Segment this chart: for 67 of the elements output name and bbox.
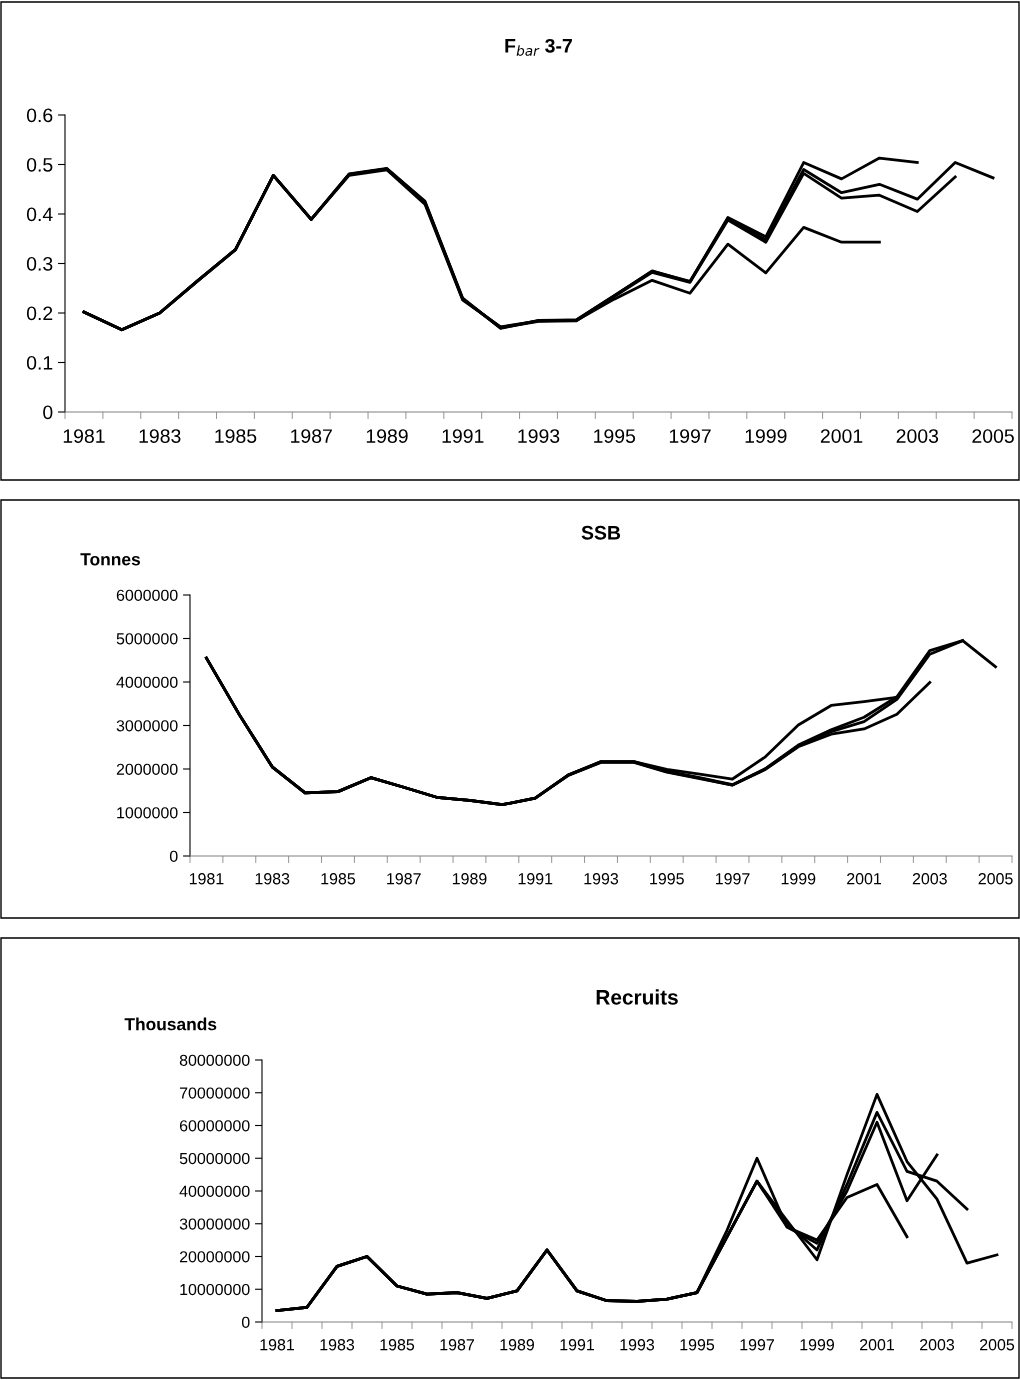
y-tick-label: 6000000 (116, 589, 178, 601)
x-tick-label: 1989 (366, 429, 408, 443)
y-tick-label: 5000000 (116, 633, 178, 645)
y-tick-label: 1000000 (117, 807, 178, 819)
x-tick-label: 1993 (620, 1339, 655, 1351)
y-tick-label: 80000000 (179, 1054, 250, 1066)
y-axis-title: Tonnes (80, 553, 140, 566)
y-tick-label: 0 (241, 1316, 250, 1328)
x-tick-label: 1995 (594, 429, 636, 443)
x-tick-label: 2001 (847, 873, 882, 885)
x-tick-label: 1997 (740, 1339, 774, 1351)
chart-title: Recruits (596, 989, 678, 1005)
x-tick-label: 2001 (860, 1339, 894, 1351)
x-tick-label: 1987 (291, 429, 332, 443)
x-tick-label: 1985 (321, 873, 356, 885)
y-tick-label: 60000000 (179, 1120, 250, 1132)
x-tick-label: 1981 (63, 429, 105, 443)
x-tick-label: 1993 (518, 429, 560, 443)
x-tick-label: 1985 (215, 429, 257, 443)
x-tick-label: 2001 (820, 429, 863, 443)
y-tick-label: 0.5 (26, 157, 53, 172)
x-tick-label: 1991 (518, 873, 553, 885)
y-tick-label: 0.1 (26, 355, 53, 370)
x-tick-label: 1983 (255, 873, 290, 885)
x-tick-label: 2005 (980, 1339, 1015, 1351)
x-tick-label: 1993 (584, 873, 619, 885)
x-tick-label: 1991 (442, 429, 484, 443)
y-tick-label: 3000000 (116, 720, 178, 732)
y-tick-label: 0.2 (26, 306, 53, 321)
y-axis-title: Thousands (124, 1017, 217, 1031)
y-tick-label: 0.4 (26, 207, 53, 222)
y-tick-label: 70000000 (179, 1087, 250, 1099)
y-tick-label: 50000000 (179, 1152, 250, 1165)
chart-title: SSB (581, 525, 621, 540)
x-tick-label: 1989 (452, 873, 487, 885)
x-tick-label: 1999 (800, 1339, 835, 1351)
y-tick-label: 0 (43, 405, 53, 420)
x-tick-label: 2003 (920, 1339, 955, 1351)
x-tick-label: 1999 (745, 429, 787, 443)
x-tick-label: 1997 (715, 873, 750, 885)
x-tick-label: 1991 (560, 1339, 594, 1351)
x-tick-label: 1987 (440, 1339, 474, 1351)
x-tick-label: 2003 (896, 429, 939, 443)
x-tick-label: 1999 (781, 873, 816, 885)
x-tick-label: 1981 (260, 1339, 294, 1351)
y-tick-label: 0 (169, 850, 178, 862)
y-tick-label: 30000000 (179, 1218, 250, 1230)
y-tick-label: 40000000 (179, 1185, 250, 1197)
x-tick-label: 1995 (650, 873, 684, 885)
y-tick-label: 10000000 (180, 1283, 250, 1296)
x-tick-label: 2005 (978, 873, 1013, 885)
y-tick-label: 0.3 (26, 256, 53, 271)
x-tick-label: 1997 (669, 429, 711, 443)
x-tick-label: 1985 (380, 1339, 415, 1351)
x-tick-label: 1989 (500, 1339, 535, 1351)
y-tick-label: 2000000 (116, 763, 178, 775)
x-tick-label: 2005 (972, 429, 1014, 443)
y-tick-label: 0.6 (26, 108, 53, 123)
y-tick-label: 20000000 (179, 1251, 250, 1263)
x-tick-label: 1983 (139, 429, 181, 443)
chart-title: F$_{bar}$ 3-7 (505, 38, 572, 56)
x-tick-label: 1981 (189, 873, 224, 885)
x-tick-label: 2003 (912, 873, 947, 885)
y-tick-label: 4000000 (116, 676, 178, 688)
x-tick-label: 1995 (680, 1339, 715, 1351)
x-tick-label: 1987 (387, 873, 421, 885)
x-tick-label: 1983 (320, 1339, 355, 1351)
